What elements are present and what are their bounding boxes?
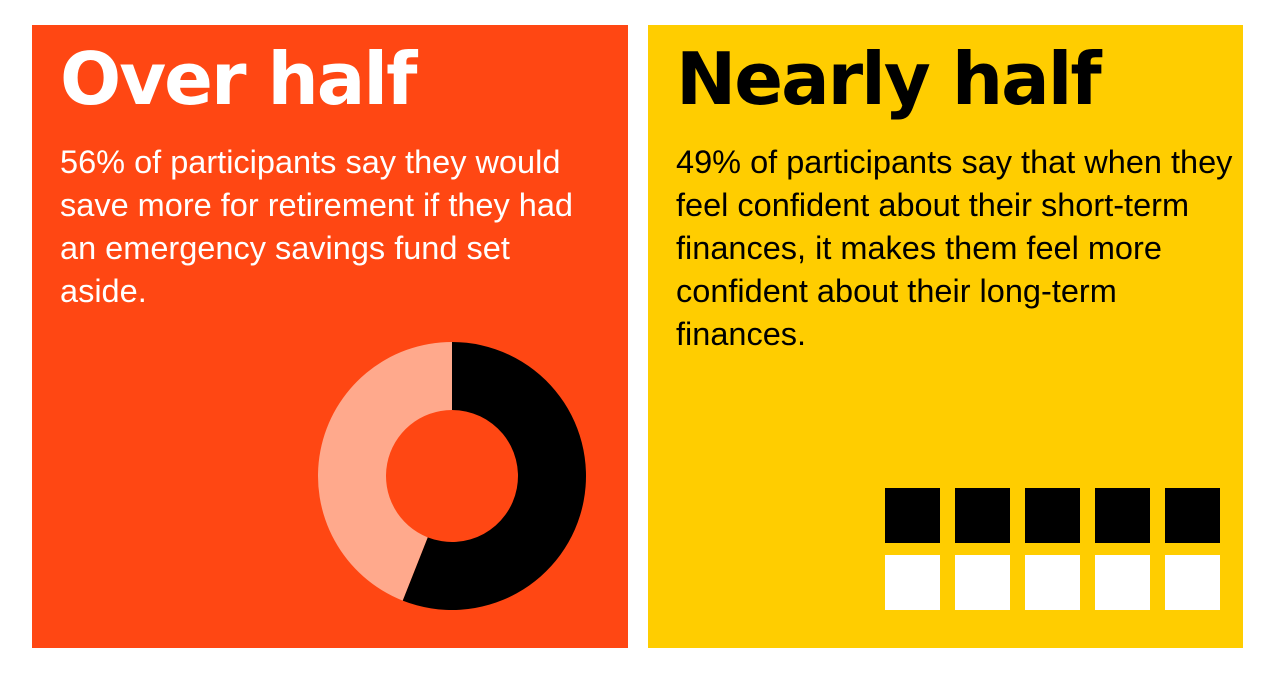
- filled-square: [955, 488, 1010, 543]
- empty-square: [885, 555, 940, 610]
- right-panel: Nearly half 49% of participants say that…: [648, 25, 1243, 648]
- filled-square: [885, 488, 940, 543]
- donut-slice-0: [402, 342, 587, 610]
- filled-square: [1165, 488, 1220, 543]
- empty-square: [1095, 555, 1150, 610]
- empty-square: [1165, 555, 1220, 610]
- left-panel: Over half 56% of participants say they w…: [32, 25, 628, 648]
- left-headline: Over half: [60, 37, 417, 121]
- donut-chart: [318, 342, 587, 610]
- donut-slice-1: [318, 342, 452, 601]
- empty-square: [955, 555, 1010, 610]
- right-body-text: 49% of participants say that when they f…: [676, 144, 1233, 352]
- filled-square: [1095, 488, 1150, 543]
- empty-square: [1025, 555, 1080, 610]
- right-headline: Nearly half: [676, 37, 1102, 121]
- pictogram-chart: [885, 488, 1220, 610]
- left-body-text: 56% of participants say they would save …: [60, 144, 574, 309]
- filled-square: [1025, 488, 1080, 543]
